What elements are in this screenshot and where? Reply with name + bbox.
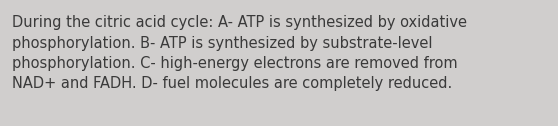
Text: During the citric acid cycle: A- ATP is synthesized by oxidative
phosphorylation: During the citric acid cycle: A- ATP is … [12,15,467,91]
